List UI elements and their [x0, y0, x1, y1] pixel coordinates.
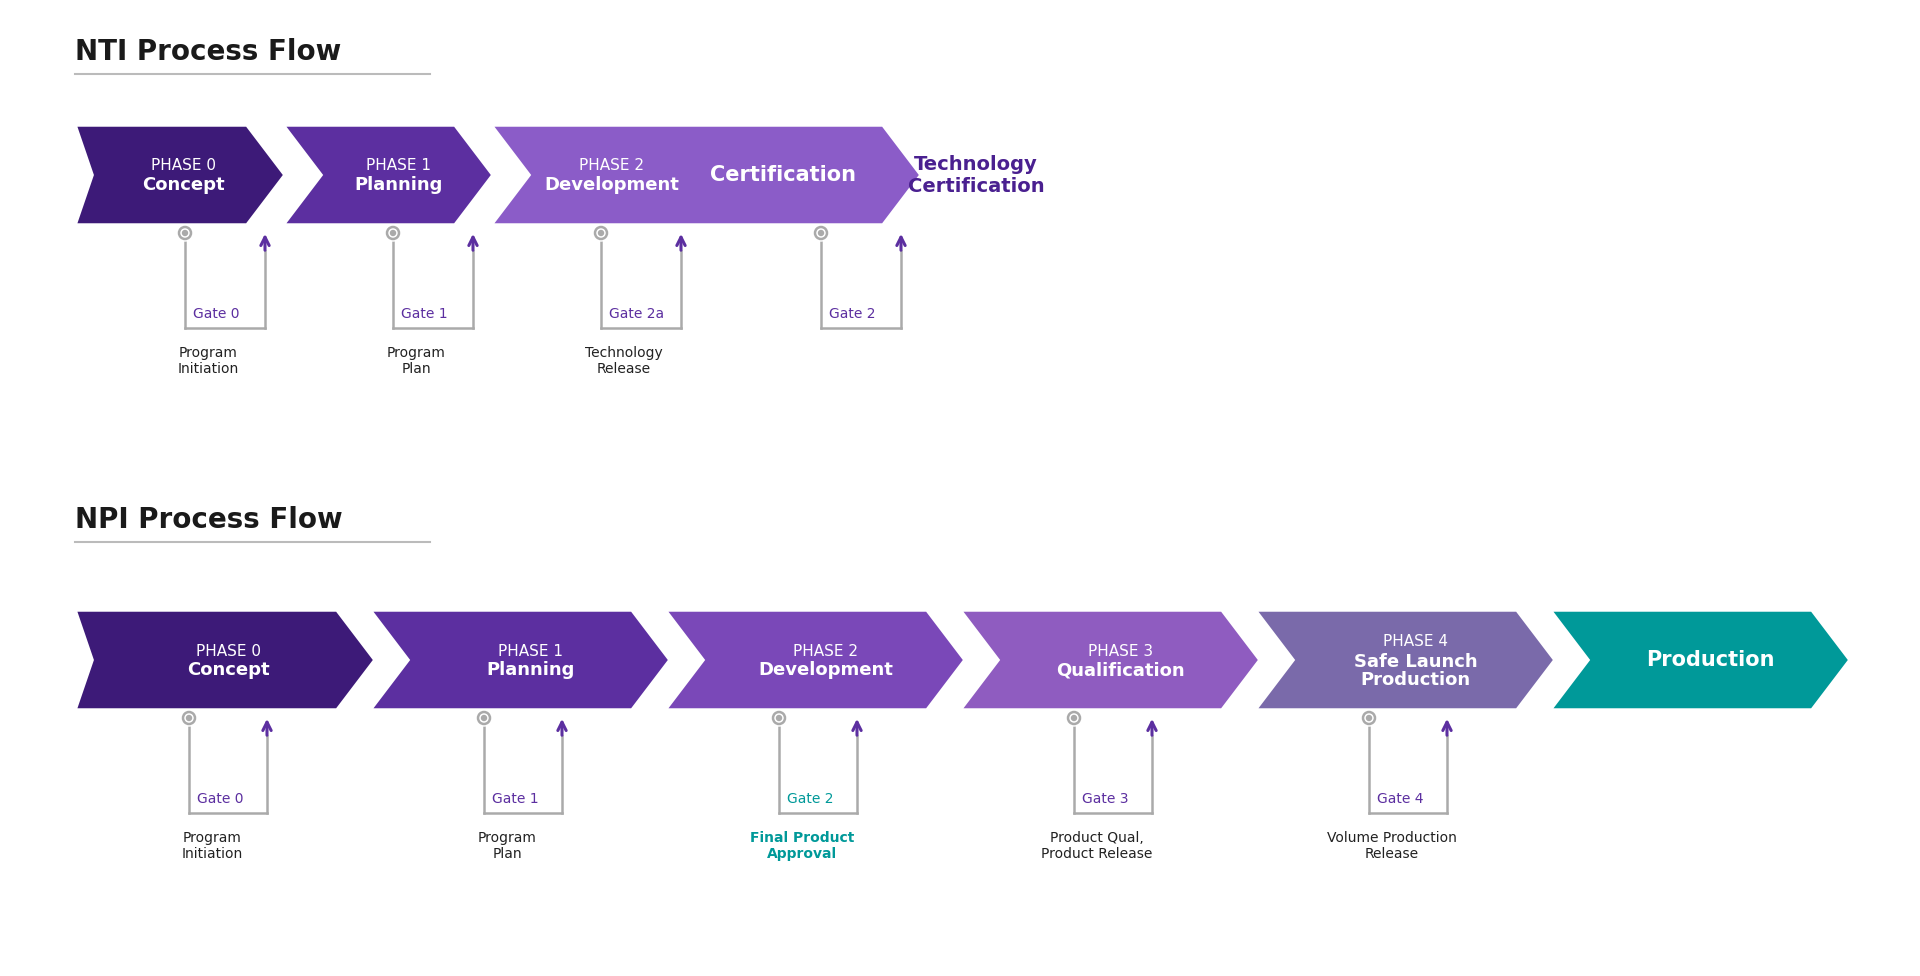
Polygon shape: [492, 125, 922, 225]
Text: Gate 2: Gate 2: [829, 307, 876, 321]
Polygon shape: [282, 125, 493, 225]
Text: Gate 0: Gate 0: [198, 792, 244, 806]
Circle shape: [599, 230, 603, 235]
Text: PHASE 1: PHASE 1: [367, 158, 432, 174]
Text: Final Product
Approval: Final Product Approval: [751, 831, 854, 861]
Text: Gate 1: Gate 1: [401, 307, 447, 321]
Text: Development: Development: [758, 661, 893, 679]
Text: Qualification: Qualification: [1056, 661, 1185, 679]
Circle shape: [1071, 715, 1077, 720]
Polygon shape: [75, 125, 284, 225]
Text: Program
Initiation: Program Initiation: [177, 346, 238, 376]
Circle shape: [476, 710, 492, 726]
Text: Concept: Concept: [142, 176, 225, 194]
Circle shape: [593, 225, 609, 241]
Text: Planning: Planning: [486, 661, 574, 679]
Text: PHASE 0: PHASE 0: [196, 643, 261, 659]
Polygon shape: [75, 610, 374, 710]
Polygon shape: [1256, 610, 1555, 710]
Text: Technology
Release: Technology Release: [586, 346, 662, 376]
Circle shape: [177, 225, 194, 241]
Text: PHASE 0: PHASE 0: [152, 158, 217, 174]
Polygon shape: [664, 610, 966, 710]
Circle shape: [182, 230, 188, 235]
Text: Production: Production: [1645, 650, 1774, 670]
Circle shape: [186, 715, 192, 720]
Text: NTI Process Flow: NTI Process Flow: [75, 38, 342, 66]
Polygon shape: [960, 610, 1260, 710]
Text: PHASE 2: PHASE 2: [793, 643, 858, 659]
Text: Production: Production: [1361, 671, 1471, 689]
Circle shape: [772, 710, 787, 726]
Text: Gate 1: Gate 1: [492, 792, 540, 806]
Circle shape: [386, 225, 401, 241]
Text: Gate 4: Gate 4: [1377, 792, 1423, 806]
Text: NPI Process Flow: NPI Process Flow: [75, 506, 342, 534]
Circle shape: [812, 225, 829, 241]
Circle shape: [818, 230, 824, 235]
Circle shape: [180, 710, 198, 726]
Circle shape: [776, 715, 781, 720]
Text: Product Qual,
Product Release: Product Qual, Product Release: [1041, 831, 1152, 861]
Text: Gate 3: Gate 3: [1083, 792, 1129, 806]
Text: Gate 0: Gate 0: [194, 307, 240, 321]
Text: PHASE 3: PHASE 3: [1089, 643, 1154, 659]
Text: Concept: Concept: [188, 661, 271, 679]
Text: PHASE 1: PHASE 1: [497, 643, 563, 659]
Text: Program
Plan: Program Plan: [386, 346, 445, 376]
Polygon shape: [1549, 610, 1851, 710]
Circle shape: [1361, 710, 1377, 726]
Text: Safe Launch: Safe Launch: [1354, 653, 1478, 671]
Circle shape: [1066, 710, 1083, 726]
Text: Program
Plan: Program Plan: [478, 831, 536, 861]
Text: Certification: Certification: [710, 165, 856, 185]
Text: Certification: Certification: [908, 178, 1044, 196]
Text: Gate 2a: Gate 2a: [609, 307, 664, 321]
Text: PHASE 4: PHASE 4: [1382, 634, 1448, 649]
Text: PHASE 2: PHASE 2: [580, 158, 643, 174]
Text: Program
Initiation: Program Initiation: [180, 831, 242, 861]
Polygon shape: [371, 610, 670, 710]
Circle shape: [390, 230, 396, 235]
Circle shape: [1367, 715, 1371, 720]
Text: Planning: Planning: [355, 176, 444, 194]
Circle shape: [482, 715, 486, 720]
Text: Gate 2: Gate 2: [787, 792, 833, 806]
Text: Development: Development: [543, 176, 680, 194]
Text: Technology: Technology: [914, 155, 1039, 175]
Text: Volume Production
Release: Volume Production Release: [1327, 831, 1457, 861]
